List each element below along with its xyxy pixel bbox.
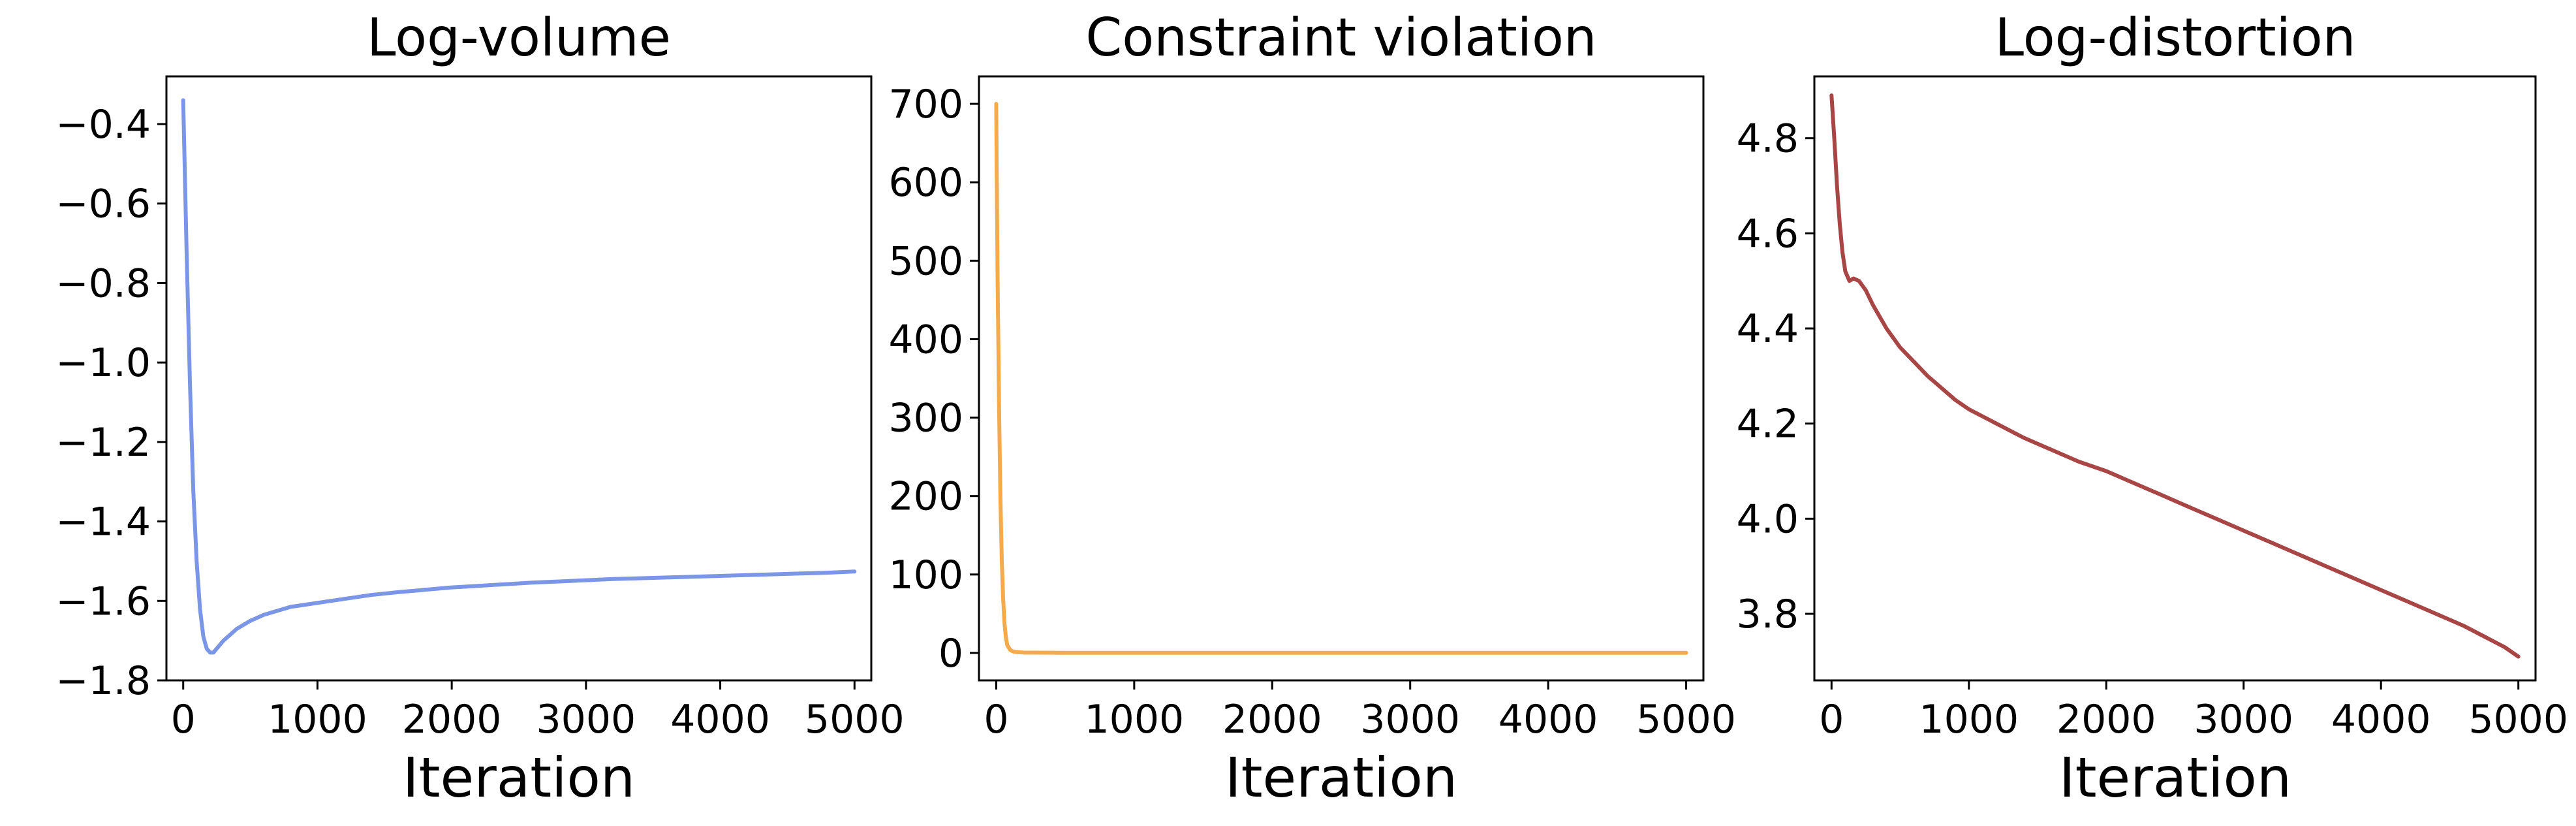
y-tick-label: −0.6 [55, 182, 151, 227]
series-layer [1829, 93, 2521, 659]
y-tick-label: −1.8 [55, 658, 151, 704]
series-layer [994, 102, 1688, 655]
y-axis-ticks: 0 100 200 300 400 500 600 700 [888, 82, 979, 676]
x-axis-label: Iteration [403, 746, 635, 810]
x-tick-label: 4000 [2331, 697, 2431, 742]
x-axis-ticks: 0 1000 2000 3000 4000 5000 [1819, 680, 2568, 742]
x-tick-label: 1000 [1919, 697, 2019, 742]
y-tick-label: 4.0 [1737, 496, 1799, 542]
y-tick-label: 4.2 [1737, 402, 1799, 447]
x-tick-label: 1000 [268, 697, 367, 742]
y-tick-label: −0.4 [55, 102, 151, 148]
y-tick-label: 4.4 [1737, 306, 1799, 352]
x-axis-label: Iteration [1225, 746, 1457, 810]
panel-log-volume: 0 1000 2000 3000 4000 5000 −0.4 −0.6 −0.8 −1.0 −1… [55, 7, 904, 810]
y-tick-label: −1.4 [55, 500, 151, 545]
x-tick-label: 0 [1819, 697, 1844, 742]
x-axis-ticks: 0 1000 2000 3000 4000 5000 [171, 680, 905, 742]
x-tick-label: 5000 [2468, 697, 2568, 742]
series-line-1 [994, 102, 1688, 655]
y-tick-label: −1.0 [55, 340, 151, 386]
y-tick-label: −1.6 [55, 579, 151, 624]
axes-frame [978, 75, 1705, 682]
panel-log-distortion: 0 1000 2000 3000 4000 5000 3.8 4.0 4.2 4.4 4.6 4.8… [1737, 7, 2568, 810]
series-layer [181, 98, 857, 655]
x-tick-label: 2000 [402, 697, 502, 742]
x-tick-label: 1000 [1085, 697, 1185, 742]
y-tick-label: 4.8 [1737, 116, 1799, 162]
y-tick-label: 0 [939, 631, 963, 676]
axes-frame [165, 75, 873, 682]
x-tick-label: 3000 [536, 697, 636, 742]
y-tick-label: 400 [888, 317, 963, 362]
series-line-1 [1829, 93, 2521, 659]
y-tick-label: 200 [888, 474, 963, 520]
panel-title: Constraint violation [1085, 7, 1596, 68]
y-tick-label: 100 [888, 552, 963, 598]
y-tick-label: 500 [888, 238, 963, 284]
series-line-1 [181, 98, 857, 655]
x-tick-label: 3000 [1360, 697, 1460, 742]
x-tick-label: 5000 [805, 697, 905, 742]
panel-title: Log-distortion [1995, 7, 2356, 68]
y-tick-label: 4.6 [1737, 211, 1799, 257]
axes-frame [1813, 75, 2537, 682]
x-tick-label: 5000 [1636, 697, 1736, 742]
x-tick-label: 4000 [1498, 697, 1598, 742]
x-axis-label: Iteration [2059, 746, 2291, 810]
y-axis-ticks: −0.4 −0.6 −0.8 −1.0 −1.2 −1.4 −1.6 −1.8 [55, 102, 166, 704]
panel-constraint-violation: 0 1000 2000 3000 4000 5000 0 100 200 300 400 500 60… [888, 7, 1735, 810]
x-tick-label: 2000 [2056, 697, 2156, 742]
x-tick-label: 3000 [2194, 697, 2293, 742]
y-tick-label: 300 [888, 396, 963, 441]
y-tick-label: 600 [888, 160, 963, 206]
x-tick-label: 0 [984, 697, 1008, 742]
x-tick-label: 4000 [670, 697, 770, 742]
y-axis-ticks: 3.8 4.0 4.2 4.4 4.6 4.8 [1737, 116, 1814, 637]
x-tick-label: 2000 [1222, 697, 1322, 742]
y-tick-label: −0.8 [55, 261, 151, 306]
x-tick-label: 0 [171, 697, 196, 742]
x-axis-ticks: 0 1000 2000 3000 4000 5000 [984, 680, 1736, 742]
y-tick-label: 700 [888, 82, 963, 127]
y-tick-label: 3.8 [1737, 592, 1799, 637]
y-tick-label: −1.2 [55, 420, 151, 466]
panel-title: Log-volume [367, 7, 671, 68]
